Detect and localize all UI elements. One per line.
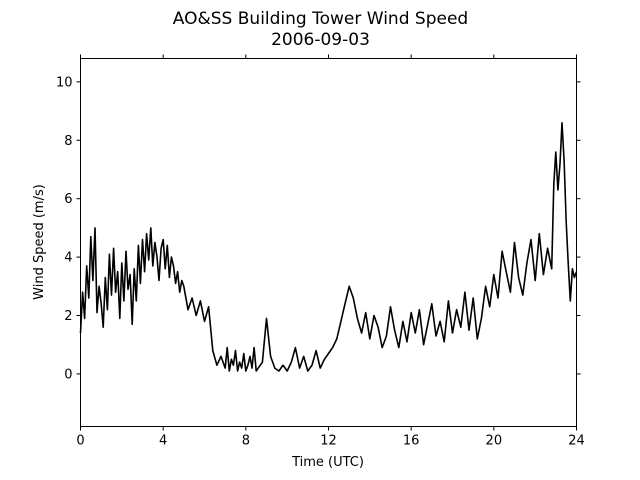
x-tick-label: 4 xyxy=(159,434,167,449)
y-axis-ticks: 0 2 4 6 8 10 xyxy=(56,75,581,382)
y-tick-label: 6 xyxy=(64,192,72,207)
chart-title: AO&SS Building Tower Wind Speed xyxy=(173,9,468,29)
x-tick-label: 20 xyxy=(486,434,503,449)
y-tick-label: 4 xyxy=(64,251,72,266)
y-axis-label: Wind Speed (m/s) xyxy=(32,184,47,300)
y-tick-label: 2 xyxy=(64,309,72,324)
x-axis-label: Time (UTC) xyxy=(291,455,364,470)
x-tick-label: 8 xyxy=(242,434,250,449)
y-tick-label: 8 xyxy=(64,134,72,149)
wind-speed-series-line xyxy=(79,122,578,372)
y-tick-label: 10 xyxy=(56,75,73,90)
x-tick-label: 12 xyxy=(320,434,337,449)
x-tick-label: 0 xyxy=(76,434,84,449)
x-tick-label: 16 xyxy=(403,434,420,449)
x-axis-ticks: 0 4 8 12 16 20 24 xyxy=(76,54,585,449)
chart-subtitle: 2006-09-03 xyxy=(271,30,370,50)
y-tick-label: 0 xyxy=(64,367,72,382)
series-layer xyxy=(79,122,578,372)
x-tick-label: 24 xyxy=(568,434,585,449)
